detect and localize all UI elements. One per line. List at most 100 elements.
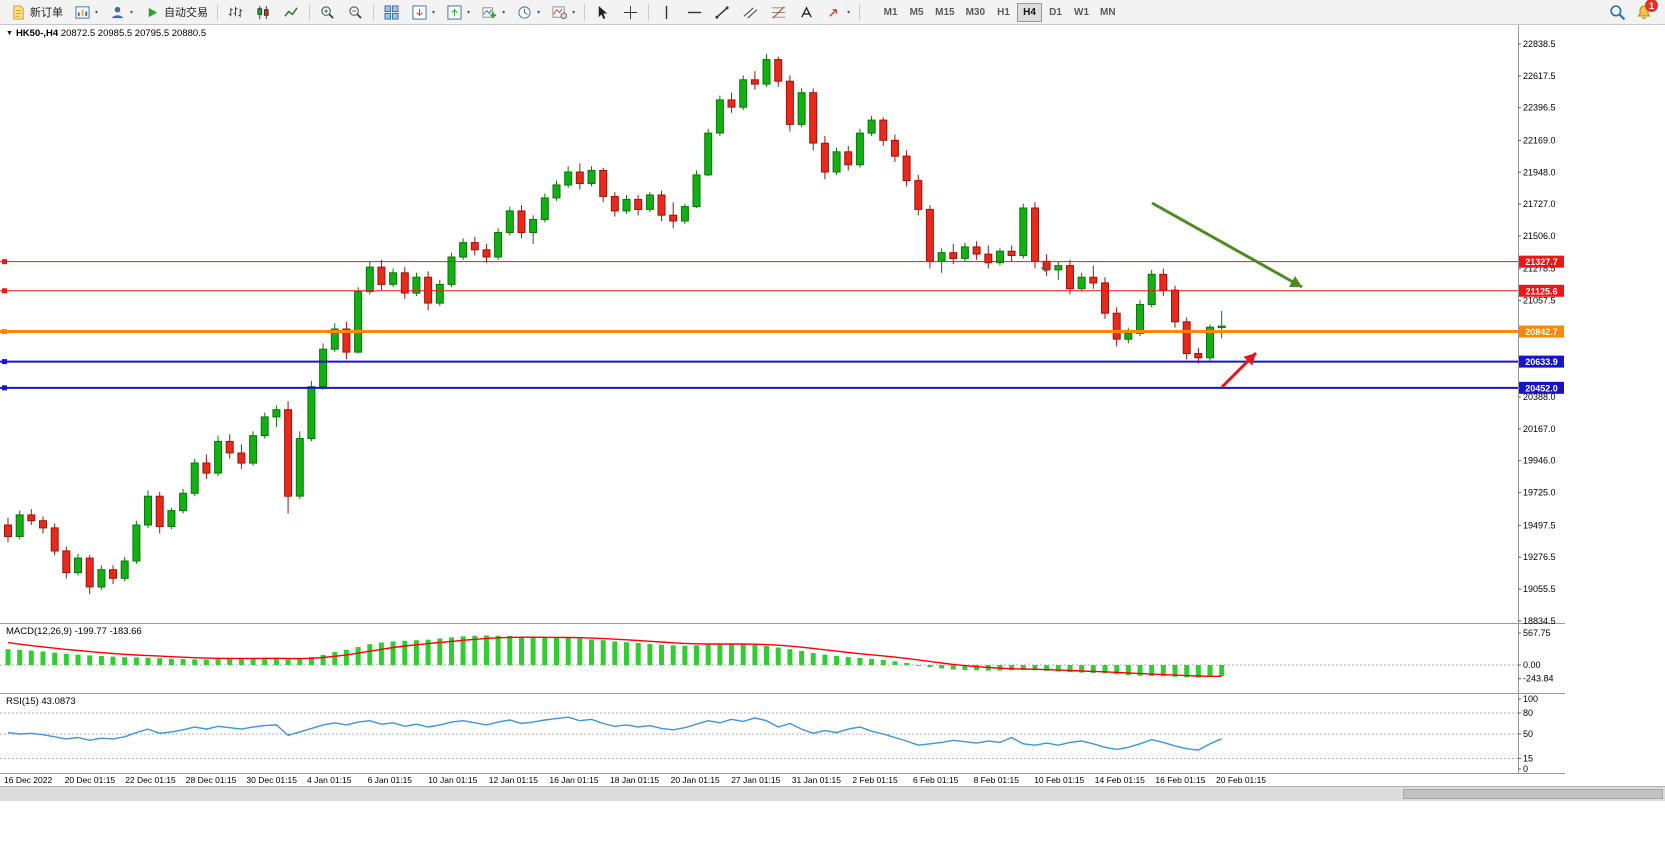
chart-canvas[interactable]: 22838.5 22617.5 22396.5 22169.0 21948.0 21727…: [0, 25, 1565, 786]
timeframe-M1[interactable]: M1: [878, 3, 903, 22]
svg-text:28 Dec 01:15: 28 Dec 01:15: [186, 775, 237, 785]
arrows-tool-button[interactable]: ▾: [821, 2, 855, 23]
zoom-in-icon: [319, 4, 336, 20]
fibonacci-tool-button[interactable]: [765, 2, 792, 23]
svg-text:6 Jan 01:15: 6 Jan 01:15: [368, 775, 413, 785]
line-chart-mode-button[interactable]: [278, 2, 305, 23]
template-button[interactable]: ▾: [546, 2, 580, 23]
notifications-bell-icon[interactable]: 1: [1634, 0, 1658, 22]
new-chart-button[interactable]: ▾: [69, 2, 103, 23]
profiles-caret-icon: ▾: [130, 9, 134, 16]
svg-text:100: 100: [1523, 694, 1538, 704]
horizontal-scrollbar[interactable]: [0, 786, 1665, 801]
text-tool-icon: [798, 4, 815, 20]
autotrade-label: 自动交易: [164, 7, 209, 19]
notification-badge: 1: [1645, 0, 1658, 12]
indicator-window-down-icon: [411, 4, 428, 20]
frame-layer: [0, 25, 1565, 774]
new-order-icon: [10, 4, 27, 20]
svg-text:31 Jan 01:15: 31 Jan 01:15: [792, 775, 841, 785]
new-order-button[interactable]: 新订单: [5, 2, 68, 23]
template-icon: [551, 4, 568, 20]
line-chart-icon: [283, 4, 300, 20]
toolbar-right-group: 1: [1609, 0, 1660, 22]
timeframe-M15[interactable]: M15: [930, 3, 959, 22]
arrows-tool-caret-icon: ▾: [847, 9, 851, 16]
zoom-out-icon: [347, 4, 364, 20]
chart-header: ▼ HK50-,H4 20872.5 20985.5 20795.5 20880.…: [6, 28, 206, 39]
svg-text:19946.0: 19946.0: [1523, 456, 1556, 466]
timeframe-H1[interactable]: H1: [991, 3, 1016, 22]
toolbar-separator: [859, 3, 861, 21]
toolbar-separator: [309, 3, 311, 21]
tile-windows-icon: [383, 4, 400, 20]
candlestick-mode-button[interactable]: [250, 2, 277, 23]
hlines-layer: 21327.7 21125.6 20842.7 20633.9 20452.0: [0, 255, 1564, 394]
text-tool-button[interactable]: [793, 2, 820, 23]
add-indicator-button[interactable]: ▾: [476, 2, 510, 23]
svg-text:21948.0: 21948.0: [1523, 167, 1556, 177]
crosshair-tool-button[interactable]: [617, 2, 644, 23]
horizontal-line-icon: [686, 4, 703, 20]
svg-text:16 Dec 2022: 16 Dec 2022: [4, 775, 52, 785]
timeframe-MN[interactable]: MN: [1095, 3, 1121, 22]
timeframe-M30[interactable]: M30: [961, 3, 990, 22]
svg-text:22169.0: 22169.0: [1523, 135, 1556, 145]
price-axis-layer: 22838.5 22617.5 22396.5 22169.0 21948.0 21727…: [1518, 39, 1556, 626]
indicator-window-up-icon: [446, 4, 463, 20]
svg-text:16 Jan 01:15: 16 Jan 01:15: [549, 775, 598, 785]
channel-icon: [742, 4, 759, 20]
autotrade-button[interactable]: 自动交易: [139, 2, 213, 23]
svg-text:27 Jan 01:15: 27 Jan 01:15: [731, 775, 780, 785]
cursor-icon: [594, 4, 611, 20]
toolbar-separator: [584, 3, 586, 21]
timeframe-M5[interactable]: M5: [904, 3, 929, 22]
timeframe-W1[interactable]: W1: [1069, 3, 1094, 22]
svg-text:30 Dec 01:15: 30 Dec 01:15: [246, 775, 297, 785]
horizontal-line-tool-button[interactable]: [681, 2, 708, 23]
chart-dropdown-icon[interactable]: ▼: [6, 30, 13, 37]
svg-text:4 Jan 01:15: 4 Jan 01:15: [307, 775, 352, 785]
svg-text:22838.5: 22838.5: [1523, 39, 1556, 49]
vertical-line-tool-button[interactable]: [653, 2, 680, 23]
svg-text:10 Feb 01:15: 10 Feb 01:15: [1034, 775, 1084, 785]
svg-text:6 Feb 01:15: 6 Feb 01:15: [913, 775, 959, 785]
svg-text:21327.7: 21327.7: [1525, 257, 1558, 267]
candlestick-icon: [255, 4, 272, 20]
zoom-out-button[interactable]: [342, 2, 369, 23]
tile-windows-button[interactable]: [378, 2, 405, 23]
zoom-in-button[interactable]: [314, 2, 341, 23]
macd-values: -199.77 -183.66: [74, 626, 142, 637]
svg-text:15: 15: [1523, 754, 1533, 764]
svg-text:19055.5: 19055.5: [1523, 584, 1556, 594]
indicator-window-button[interactable]: ▾: [406, 2, 440, 23]
toolbar-separator: [217, 3, 219, 21]
svg-text:0: 0: [1523, 764, 1528, 774]
bar-chart-mode-button[interactable]: [222, 2, 249, 23]
profiles-button[interactable]: ▾: [104, 2, 138, 23]
indicator-window-up-button[interactable]: ▾: [441, 2, 475, 23]
cursor-tool-button[interactable]: [589, 2, 616, 23]
svg-text:20 Jan 01:15: 20 Jan 01:15: [671, 775, 720, 785]
timeframe-D1[interactable]: D1: [1043, 3, 1068, 22]
rsi-value: 43.0873: [41, 696, 76, 707]
period-button[interactable]: ▾: [511, 2, 545, 23]
svg-text:12 Jan 01:15: 12 Jan 01:15: [489, 775, 538, 785]
svg-text:16 Feb 01:15: 16 Feb 01:15: [1155, 775, 1205, 785]
template-caret-icon: ▾: [572, 9, 576, 16]
fibonacci-icon: [770, 4, 787, 20]
channel-tool-button[interactable]: [737, 2, 764, 23]
timeframe-H4[interactable]: H4: [1017, 2, 1043, 22]
new-order-label: 新订单: [30, 7, 63, 19]
chart-symbol-period: HK50-,H4: [15, 28, 59, 39]
svg-text:18834.5: 18834.5: [1523, 616, 1556, 626]
svg-text:80: 80: [1523, 708, 1533, 718]
svg-text:20633.9: 20633.9: [1525, 357, 1558, 367]
period-caret-icon: ▾: [537, 9, 541, 16]
autotrade-play-icon: [144, 4, 161, 20]
trendline-tool-button[interactable]: [709, 2, 736, 23]
svg-text:14 Feb 01:15: 14 Feb 01:15: [1095, 775, 1145, 785]
scrollbar-thumb[interactable]: [1403, 789, 1663, 799]
search-icon[interactable]: [1609, 4, 1626, 20]
